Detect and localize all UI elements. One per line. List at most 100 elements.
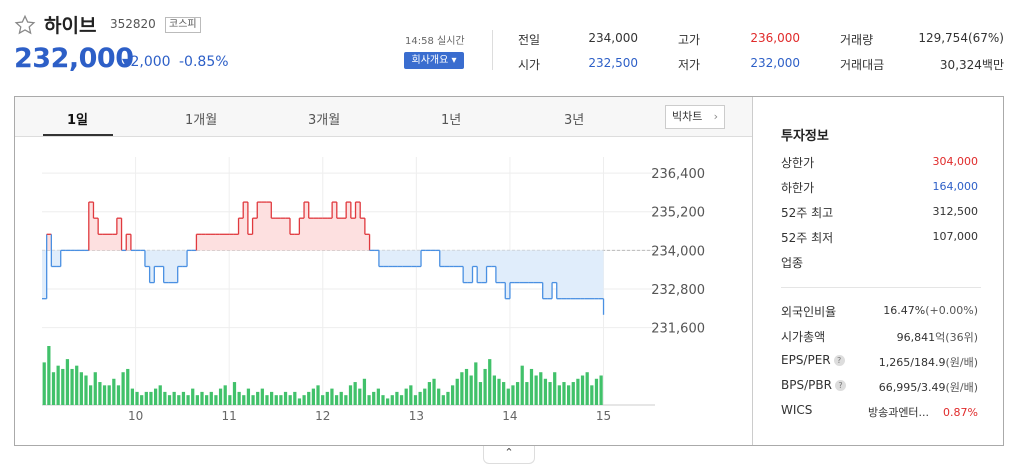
volume-bar — [571, 382, 575, 405]
volume-bar — [163, 391, 167, 405]
volume-bar — [460, 372, 464, 405]
volume-bar — [437, 388, 441, 405]
volume-bar — [140, 395, 144, 405]
volume-bar — [47, 346, 51, 405]
volume-bar — [427, 382, 432, 405]
volume-bar — [265, 395, 269, 405]
invest-value-sub: (+0.00%) — [925, 304, 978, 317]
invest-label: BPS/PBR? — [781, 378, 846, 392]
low-label: 저가 — [678, 58, 701, 72]
invest-info-title: 투자정보 — [781, 129, 829, 144]
invest-value-main: 66,995/3.49 — [878, 381, 946, 394]
volume-bar — [293, 391, 297, 405]
volume-bar — [488, 359, 492, 405]
volume-bar — [228, 395, 232, 405]
chevron-up-icon: ⌃ — [504, 446, 514, 459]
x-tick-label: 13 — [409, 409, 424, 423]
volume-bar — [381, 395, 385, 405]
volume-bar — [404, 388, 408, 405]
invest-value-main: 16.47% — [883, 304, 926, 317]
volume-value: 129,754(67%) — [918, 31, 1004, 45]
help-icon[interactable]: ? — [833, 355, 845, 366]
open-value: 232,500 — [588, 56, 638, 70]
volume-bar — [599, 375, 603, 405]
invest-label: 외국인비율 — [781, 305, 837, 319]
volume-bar — [98, 382, 102, 405]
volume-bar — [42, 362, 46, 405]
invest-value: 방송과엔터... 0.87% — [868, 404, 978, 420]
amount-label: 거래대금 — [840, 58, 885, 72]
prev-close-label: 전일 — [518, 33, 541, 47]
volume-bar — [399, 395, 404, 405]
volume-bar — [474, 362, 478, 405]
volume-bar — [529, 368, 534, 405]
volume-bar — [450, 385, 455, 405]
amount-value: 30,324백만 — [939, 58, 1004, 72]
volume-bar — [195, 395, 199, 405]
invest-value: 164,000 — [932, 180, 979, 193]
volume-bar — [543, 378, 548, 405]
help-icon[interactable]: ? — [834, 380, 846, 391]
star-icon[interactable] — [14, 14, 36, 36]
x-tick-label: 14 — [502, 409, 517, 423]
market-badge: 코스피 — [165, 17, 201, 33]
y-tick-label: 232,800 — [651, 283, 705, 298]
volume-bar — [590, 385, 594, 405]
volume-bar — [515, 382, 520, 405]
x-tick-label: 12 — [315, 409, 330, 423]
big-chart-button[interactable]: 빅차트 › — [665, 105, 725, 129]
company-overview-button[interactable]: 회사개요 ▾ — [404, 52, 464, 69]
volume-bar — [553, 372, 557, 405]
volume-bar — [362, 378, 367, 405]
tab-1month[interactable]: 1개월 — [185, 113, 218, 128]
volume-bar — [107, 385, 111, 405]
chevron-right-icon: › — [713, 110, 718, 123]
volume-bar — [423, 388, 427, 405]
x-tick-label: 10 — [128, 409, 143, 423]
price-change: ▼2,000 — [122, 54, 171, 70]
invest-value-sub: 억(36위) — [935, 331, 978, 344]
volume-bar — [149, 391, 153, 405]
invest-value-sub: (원/배) — [945, 381, 978, 394]
collapse-handle[interactable]: ⌃ — [483, 446, 535, 464]
tab-1year[interactable]: 1년 — [441, 113, 462, 128]
invest-value: 96,841억(36위) — [897, 329, 978, 345]
invest-value-main: 1,265/184.9 — [878, 356, 946, 369]
invest-value-main: 96,841 — [896, 331, 936, 344]
volume-bar — [344, 395, 348, 405]
invest-label: 52주 최저 — [781, 231, 834, 245]
volume-bar — [390, 395, 394, 405]
tab-1day[interactable]: 1일 — [67, 113, 89, 128]
volume-bar — [432, 378, 436, 405]
volume-bar — [502, 382, 506, 405]
y-tick-label: 231,600 — [651, 322, 705, 337]
volume-bar — [205, 395, 209, 405]
volume-bar — [177, 395, 181, 405]
volume-bar — [144, 391, 148, 405]
volume-bar — [321, 395, 325, 405]
volume-bar — [557, 385, 561, 405]
volume-bar — [191, 388, 195, 405]
tab-3month[interactable]: 3개월 — [308, 113, 341, 128]
invest-divider — [781, 287, 981, 288]
tab-3year[interactable]: 3년 — [564, 113, 585, 128]
volume-bar — [548, 382, 552, 405]
volume-bar — [153, 388, 158, 405]
y-tick-label: 235,200 — [651, 206, 705, 221]
volume-bar — [274, 395, 278, 405]
volume-bar — [61, 368, 65, 405]
stock-name[interactable]: 하이브 — [44, 15, 97, 37]
volume-bar — [418, 391, 422, 405]
volume-bar — [232, 382, 237, 405]
high-label: 고가 — [678, 33, 701, 47]
volume-bar — [585, 372, 589, 405]
volume-bar — [214, 395, 218, 405]
volume-bar — [506, 388, 510, 405]
volume-bar — [288, 395, 292, 405]
volume-bar — [386, 398, 390, 405]
volume-bar — [56, 365, 60, 405]
volume-bar — [116, 385, 121, 405]
volume-bar — [469, 375, 473, 405]
intraday-chart: 236,400 235,200 234,000 232,800 231,600 10 11 1… — [42, 157, 705, 423]
volume-bar — [358, 388, 362, 405]
